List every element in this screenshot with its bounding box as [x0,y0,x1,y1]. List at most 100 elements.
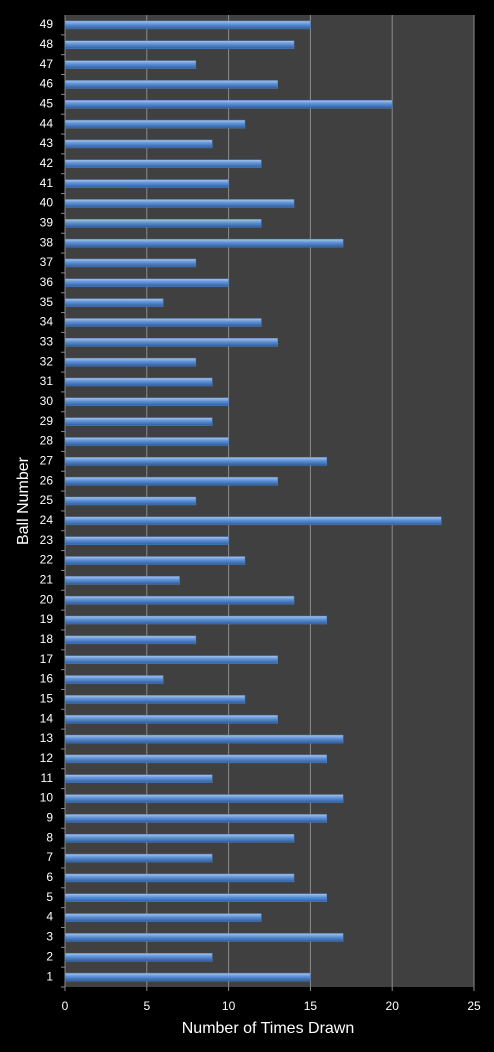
y-tick-label: 32 [40,354,54,368]
bar [64,476,278,486]
bar [64,100,393,109]
x-tick-label: 20 [386,999,400,1013]
y-tick-label: 43 [40,136,54,150]
y-tick-label: 17 [40,652,54,666]
y-tick-label: 24 [40,513,54,527]
y-tick-label: 44 [40,116,54,130]
x-tick-label: 0 [62,999,69,1013]
y-tick-label: 14 [40,711,54,725]
y-tick-label: 47 [40,57,54,71]
bar [64,60,197,69]
y-tick-label: 13 [40,731,54,745]
bar [64,496,197,506]
y-tick-label: 16 [40,672,54,686]
bar [64,952,213,962]
y-tick-label: 8 [46,830,53,844]
bar [64,516,442,526]
x-axis-title: Number of Times Drawn [182,1020,355,1037]
y-tick-label: 21 [40,573,54,587]
y-tick-label: 31 [40,374,54,388]
bar [64,675,164,684]
x-tick-label: 5 [143,999,150,1013]
bar [64,814,328,823]
bar [64,695,246,704]
bar [64,833,295,843]
bar [64,338,278,347]
y-tick-label: 1 [46,969,53,983]
bar [64,119,246,129]
bar [64,774,213,783]
y-tick-label: 26 [40,473,54,487]
y-tick-label: 15 [40,692,54,706]
y-axis-title: Ball Number [15,456,32,545]
bar [64,318,262,327]
bar [64,536,229,545]
y-tick-label: 27 [40,453,54,467]
y-tick-label: 30 [40,394,54,408]
bar [64,357,197,367]
bar [64,258,197,268]
bar [64,139,213,149]
bar [64,714,278,724]
x-tick-label: 25 [467,999,481,1013]
y-tick-label: 11 [41,771,54,785]
bar [64,595,295,605]
y-tick-label: 48 [40,37,54,51]
bar [64,397,229,407]
y-tick-label: 2 [46,949,53,963]
bar [64,159,262,169]
y-tick-label: 18 [40,632,54,646]
bar [64,873,295,883]
y-tick-label: 45 [40,96,54,110]
bar [64,556,246,565]
x-tick-label: 15 [304,999,318,1013]
y-tick-label: 37 [40,255,54,269]
bar [64,20,311,30]
y-tick-label: 25 [40,493,54,507]
bar [64,655,278,664]
bar [64,615,328,625]
bar [64,298,164,307]
y-tick-label: 33 [40,334,54,348]
y-tick-label: 39 [40,215,54,229]
bar [64,219,262,228]
y-tick-label: 19 [40,612,54,626]
bar [64,635,197,645]
y-tick-label: 20 [40,592,54,606]
bar [64,853,213,863]
bar [64,933,344,942]
bar [64,80,278,89]
bar [64,238,344,248]
y-tick-label: 23 [40,533,54,547]
y-tick-label: 35 [40,295,54,309]
bar [64,179,229,188]
y-tick-label: 9 [46,811,53,825]
y-tick-label: 28 [40,434,54,448]
bar [64,913,262,922]
bar [64,278,229,288]
bar [64,437,229,446]
y-tick-label: 7 [46,850,53,864]
bar [64,457,328,466]
y-tick-label: 3 [46,930,53,944]
bar [64,794,344,803]
bar [64,417,213,426]
y-tick-label: 22 [40,553,54,567]
bar [64,893,328,902]
y-tick-label: 12 [40,751,54,765]
y-tick-label: 5 [46,890,53,904]
x-tick-label: 10 [222,999,236,1013]
y-tick-label: 4 [46,910,53,924]
y-tick-label: 42 [40,156,54,170]
bar [64,576,180,585]
y-tick-label: 40 [40,196,54,210]
bar [64,199,295,208]
y-tick-label: 34 [40,315,54,329]
y-tick-label: 10 [40,791,54,805]
bar [64,734,344,744]
y-tick-label: 6 [46,870,53,884]
y-tick-label: 49 [40,17,54,31]
y-tick-label: 38 [40,235,54,249]
y-tick-label: 29 [40,414,54,428]
